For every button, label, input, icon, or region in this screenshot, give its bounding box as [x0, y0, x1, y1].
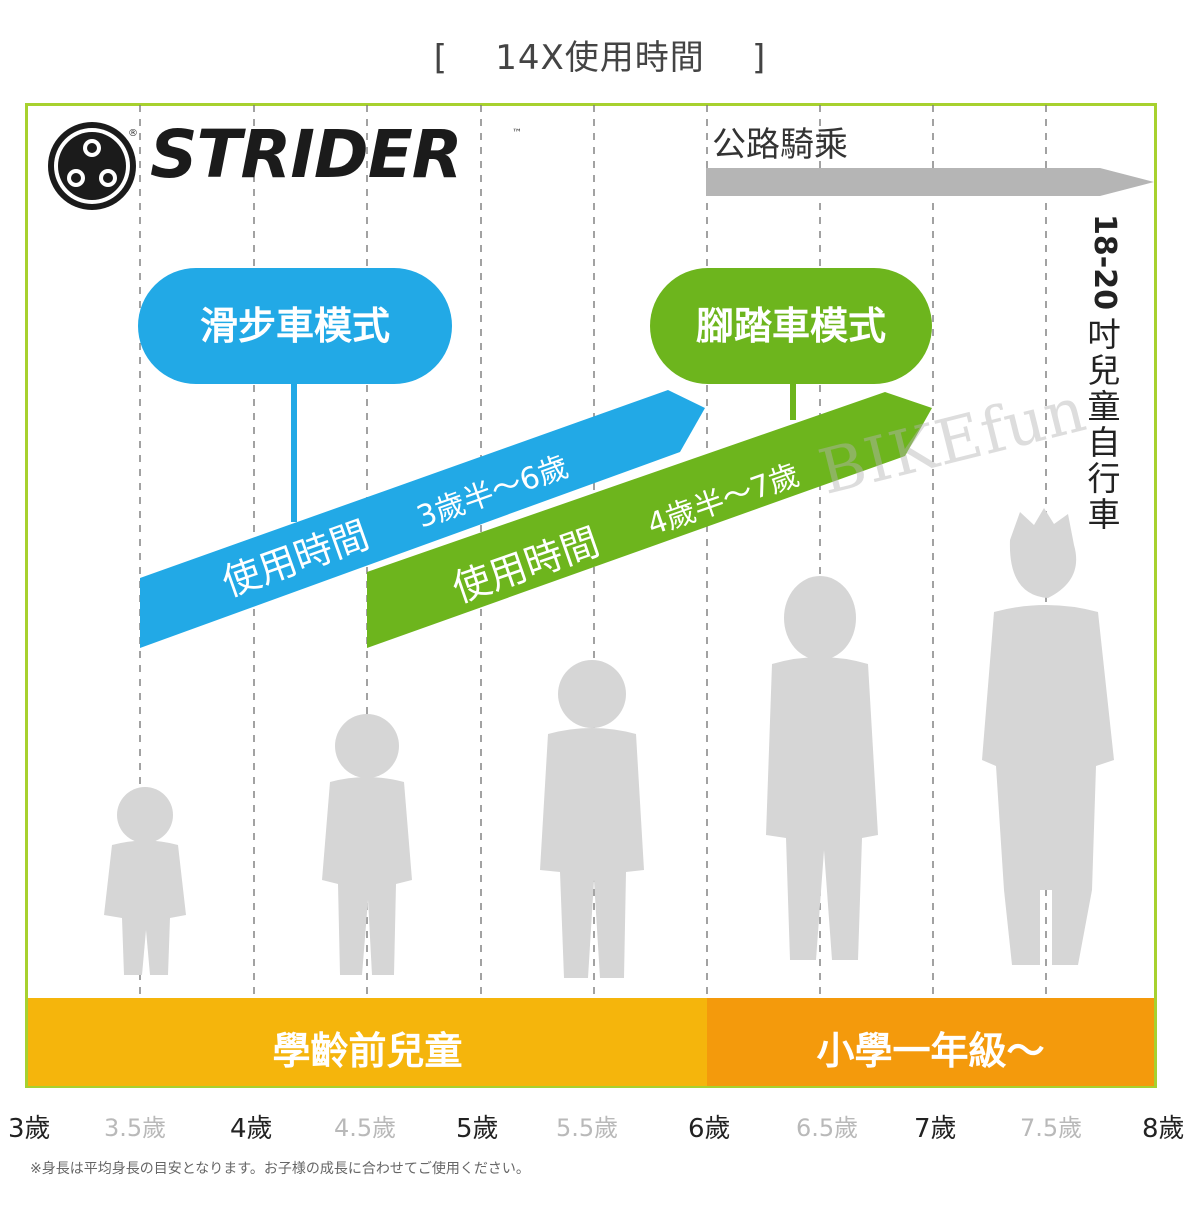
silhouette-child-7-5 [982, 508, 1114, 965]
target-size: 18-20 [1087, 214, 1122, 310]
chart-frame [25, 103, 1157, 1088]
band-preschool [28, 998, 707, 1086]
pedal-mode-connector [790, 380, 796, 420]
age-tick-5-5: 5.5歲 [556, 1114, 619, 1142]
balance-mode-connector [291, 380, 297, 522]
age-tick-7: 7歲 [914, 1114, 957, 1144]
child-silhouettes [104, 508, 1114, 978]
strider-logo-text: STRIDER [150, 116, 463, 193]
pedal-mode-usage-arrow [367, 392, 932, 648]
age-tick-5: 5歲 [456, 1114, 499, 1144]
logo-trademark: ™ [512, 128, 522, 139]
target-char: 兒 [1087, 350, 1121, 390]
age-tick-6: 6歲 [688, 1114, 731, 1144]
strider-logo-icon [48, 122, 136, 210]
logo-registered-mark: ® [128, 128, 138, 139]
age-tick-4: 4歲 [230, 1114, 273, 1144]
band-elementary-label: 小學一年級～ [816, 1029, 1045, 1073]
band-elementary [707, 998, 1154, 1086]
target-char: 自 [1087, 422, 1121, 462]
target-char: 行 [1087, 458, 1121, 498]
age-tick-8: 8歲 [1142, 1114, 1185, 1144]
silhouette-child-6-5 [766, 576, 878, 960]
page-title: [ 14X使用時間 ] [433, 38, 767, 78]
band-preschool-label: 學齡前兒童 [272, 1029, 463, 1073]
age-tick-7-5: 7.5歲 [1020, 1114, 1083, 1142]
silhouette-child-4-5 [322, 714, 412, 975]
age-tick-6-5: 6.5歲 [796, 1114, 859, 1142]
pedal-mode-pill: 腳踏車模式 [650, 268, 932, 384]
footnote: ※身長は平均身長の目安となります。お子様の成長に合わせてご使用ください。 [30, 1161, 530, 1177]
silhouette-child-3-5 [104, 787, 186, 975]
target-char: 童 [1087, 386, 1121, 426]
age-tick-3-5: 3.5歲 [104, 1114, 167, 1142]
road-riding-arrow [706, 168, 1154, 196]
balance-mode-pill: 滑步車模式 [138, 268, 452, 384]
age-tick-3: 3歲 [8, 1114, 51, 1144]
age-tick-4-5: 4.5歲 [334, 1114, 397, 1142]
road-riding-label: 公路騎乘 [712, 125, 848, 165]
road-riding-target-label: 18-20 吋 兒 童 自 行 車 [1082, 214, 1126, 533]
silhouette-child-5-5 [540, 660, 644, 978]
balance-mode-usage-arrow [140, 390, 705, 648]
target-char: 吋 [1087, 314, 1121, 354]
target-char: 車 [1087, 494, 1121, 534]
